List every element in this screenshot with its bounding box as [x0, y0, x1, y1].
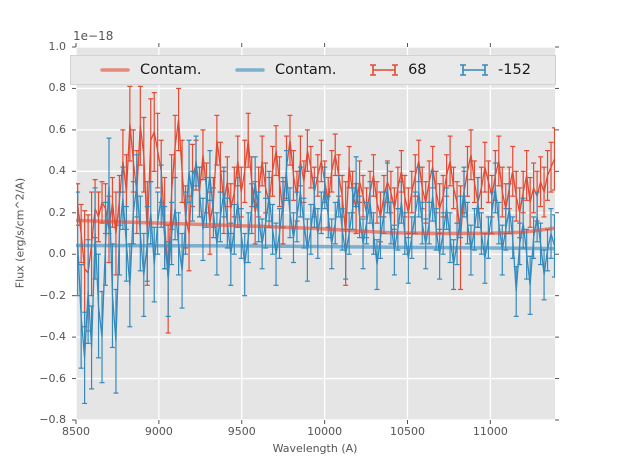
series-contam-blue	[76, 243, 555, 251]
red-line-swatch	[100, 68, 130, 72]
y-tick-label: −0.8	[39, 413, 66, 426]
y-tick-label: 0.4	[48, 164, 67, 178]
y-axis-label: Flux (erg/s/cm^2/A)	[13, 177, 27, 289]
x-tick-label: 10500	[389, 425, 425, 438]
legend-label-contam-red: Contam.	[140, 62, 202, 78]
legend-entry-contam-red: Contam.	[99, 62, 202, 78]
y-tick-label: −0.4	[39, 330, 66, 344]
y-tick-label: 1.0	[48, 40, 67, 53]
y-tick-label: 0.0	[48, 247, 67, 261]
x-tick-label: 9000	[144, 425, 173, 438]
legend-label-68: 68	[408, 62, 427, 78]
legend-label-minus152: -152	[498, 62, 531, 78]
legend-label-contam-blue: Contam.	[275, 62, 337, 78]
x-axis-label: Wavelength (A)	[272, 442, 358, 455]
blue-line-swatch	[235, 68, 265, 72]
series--152	[76, 135, 555, 405]
y-tick-label: 0.2	[48, 205, 67, 219]
legend-entry-minus152: -152	[459, 62, 531, 78]
y-axis-offset-text: 1e−18	[73, 29, 114, 43]
data-series	[76, 85, 555, 405]
tick-marks	[72, 43, 559, 424]
y-tick-label: −0.6	[39, 371, 66, 385]
legend: Contam. Contam. 68 -	[70, 55, 556, 85]
series-contam-red	[76, 218, 555, 236]
legend-entry-68: 68	[369, 62, 427, 78]
blue-errorbar-swatch	[460, 64, 489, 76]
y-tick-label: −0.2	[39, 288, 66, 302]
x-tick-label: 10000	[307, 425, 343, 438]
x-tick-label: 9500	[227, 425, 256, 438]
x-tick-label: 8500	[62, 425, 90, 438]
legend-entry-contam-blue: Contam.	[234, 62, 337, 78]
y-tick-label: 0.6	[48, 122, 67, 136]
red-errorbar-swatch	[370, 64, 399, 76]
x-tick-label: 11000	[472, 425, 508, 438]
y-tick-label: 0.8	[48, 81, 67, 95]
